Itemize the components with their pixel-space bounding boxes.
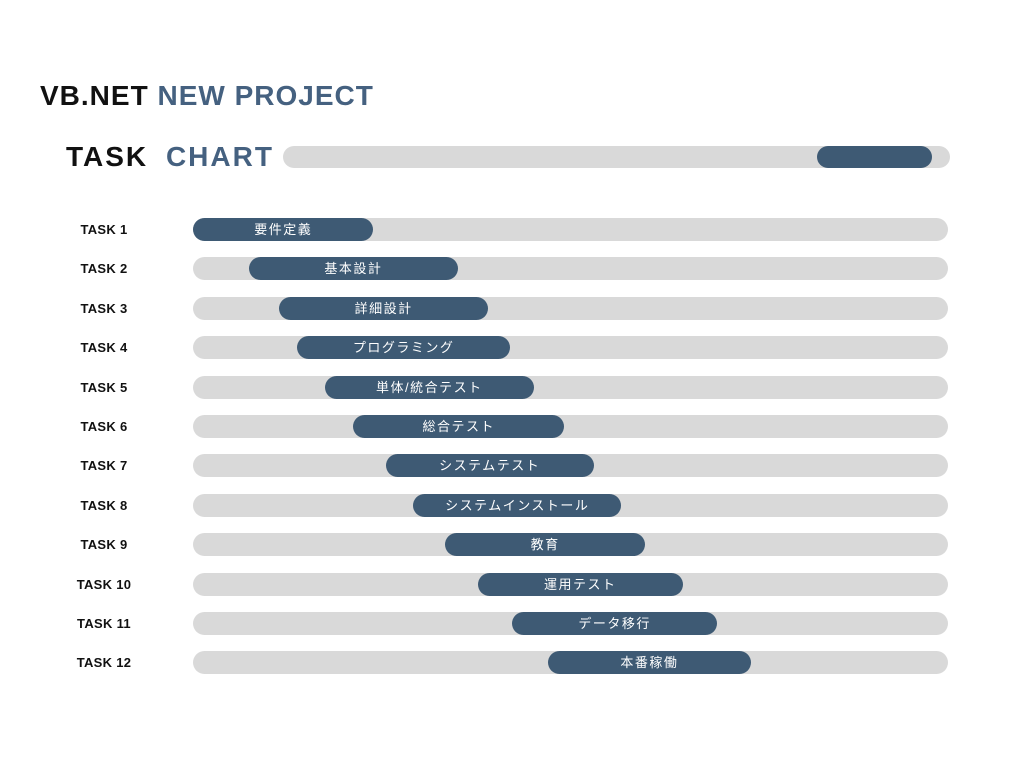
table-row: TASK 10 運用テスト	[60, 572, 948, 596]
table-row: TASK 1 要件定義	[60, 218, 948, 241]
task-label: TASK 11	[77, 615, 131, 631]
task-track: システムインストール	[193, 493, 948, 517]
task-label: TASK 6	[80, 418, 128, 434]
task-label: TASK 9	[80, 537, 128, 553]
task-track: 教育	[193, 533, 948, 557]
task-label: TASK 3	[80, 300, 128, 316]
table-row: TASK 12 本番稼働	[60, 651, 948, 675]
task-bar: システムインストール	[413, 493, 622, 517]
header-progress-pill	[817, 146, 932, 168]
task-label: TASK 10	[76, 576, 132, 592]
task-bar: 要件定義	[193, 218, 374, 241]
task-track: プログラミング	[193, 336, 948, 360]
table-row: TASK 3 詳細設計	[60, 296, 948, 320]
task-label: TASK 7	[80, 458, 128, 474]
task-bar: プログラミング	[297, 336, 511, 360]
chart-title: TASK CHART	[66, 141, 274, 173]
task-bar: データ移行	[512, 611, 717, 635]
task-label: TASK 8	[80, 497, 128, 513]
task-label: TASK 1	[80, 222, 128, 237]
task-track: 基本設計	[193, 257, 948, 281]
task-track: 本番稼働	[193, 651, 948, 675]
task-bar: 教育	[445, 533, 646, 557]
table-row: TASK 11 データ移行	[60, 611, 948, 635]
task-bar: 詳細設計	[279, 296, 489, 320]
task-track: 要件定義	[193, 218, 948, 241]
task-bar: 総合テスト	[353, 414, 565, 438]
task-track: 総合テスト	[193, 414, 948, 438]
task-track: 単体/統合テスト	[193, 375, 948, 399]
task-bar: 本番稼働	[547, 651, 751, 675]
page-title-black: VB.NET	[40, 80, 149, 111]
page-title-accent: NEW PROJECT	[157, 80, 374, 111]
task-label: TASK 4	[80, 340, 128, 356]
task-track: データ移行	[193, 611, 948, 635]
page-title: VB.NET NEW PROJECT	[40, 80, 374, 112]
task-label: TASK 2	[80, 261, 128, 277]
table-row: TASK 2 基本設計	[60, 257, 948, 281]
chart-title-accent: CHART	[165, 141, 274, 172]
task-track: 詳細設計	[193, 296, 948, 320]
task-label: TASK 12	[76, 655, 132, 671]
table-row: TASK 4 プログラミング	[60, 336, 948, 360]
task-bar: 基本設計	[248, 257, 458, 281]
header-progress-track	[283, 146, 950, 168]
table-row: TASK 6 総合テスト	[60, 414, 948, 438]
gantt-rows: TASK 1 要件定義 TASK 2 基本設計 TASK 3 詳細設計 TASK 4 プログラ…	[60, 218, 948, 691]
task-label: TASK 5	[80, 379, 128, 395]
task-bar: 運用テスト	[477, 572, 683, 596]
table-row: TASK 5 単体/統合テスト	[60, 375, 948, 399]
task-track: 運用テスト	[193, 572, 948, 596]
table-row: TASK 8 システムインストール	[60, 493, 948, 517]
task-bar: 単体/統合テスト	[325, 375, 534, 399]
chart-title-black: TASK	[66, 141, 149, 172]
task-bar: システムテスト	[385, 454, 594, 478]
table-row: TASK 7 システムテスト	[60, 454, 948, 478]
task-track: システムテスト	[193, 454, 948, 478]
table-row: TASK 9 教育	[60, 533, 948, 557]
